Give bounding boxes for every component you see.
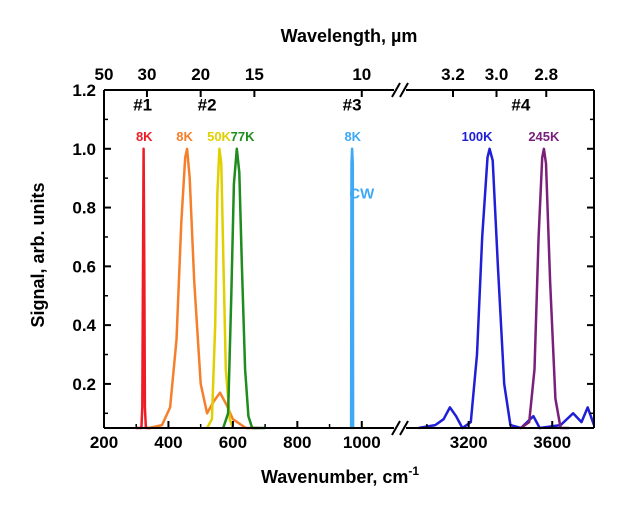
x-tick-label-2: 600 bbox=[219, 433, 247, 452]
series-line-0-0 bbox=[136, 147, 151, 430]
x2-tick-label-1: 30 bbox=[137, 65, 156, 84]
x2-tick-label-5: 3.2 bbox=[441, 65, 465, 84]
y-tick-label-1: 0.4 bbox=[72, 316, 96, 335]
x-tick-label-6: 3600 bbox=[533, 433, 571, 452]
x-axis-title-sup: -1 bbox=[408, 464, 419, 478]
series-label-4: 8K bbox=[344, 129, 361, 144]
x2-tick-label-0: 50 bbox=[95, 65, 114, 84]
y-tick-label-3: 0.8 bbox=[72, 199, 96, 218]
x-tick-label-1: 400 bbox=[154, 433, 182, 452]
y-tick-label-2: 0.6 bbox=[72, 257, 96, 276]
y-tick-label-0: 0.2 bbox=[72, 375, 96, 394]
series-label-6: 245K bbox=[528, 129, 560, 144]
series-label-2: 50K bbox=[207, 129, 231, 144]
x-axis-title: Wavenumber, cm-1 bbox=[261, 464, 419, 487]
axis-break-mark-0-0 bbox=[391, 82, 401, 98]
y-axis-title: Signal, arb. units bbox=[28, 182, 48, 327]
series-label-3: 77K bbox=[231, 129, 255, 144]
x-axis-title-main: Wavenumber, cm bbox=[261, 467, 408, 487]
x-tick-label-5: 3200 bbox=[450, 433, 488, 452]
axis-break-mark-0-1 bbox=[399, 82, 409, 98]
y-tick-label-4: 1.0 bbox=[72, 140, 96, 159]
y-tick-label-5: 1.2 bbox=[72, 81, 96, 100]
x2-tick-label-2: 20 bbox=[191, 65, 210, 84]
x2-tick-label-3: 15 bbox=[245, 65, 264, 84]
x-tick-label-4: 1000 bbox=[343, 433, 381, 452]
series-line-6-1 bbox=[520, 147, 569, 430]
series-line-3-0 bbox=[222, 147, 266, 430]
axis-break-mark-1-0 bbox=[391, 420, 401, 436]
axes-layer bbox=[103, 82, 595, 436]
x-tick-label-3: 800 bbox=[283, 433, 311, 452]
series-label-0: 8K bbox=[136, 129, 153, 144]
text-layer: Wavelength, µm Wavenumber, cm-1 Signal, … bbox=[28, 26, 571, 487]
x2-tick-label-7: 2.8 bbox=[534, 65, 558, 84]
group-annotation-0: #1 bbox=[133, 96, 152, 115]
x2-tick-label-4: 10 bbox=[352, 65, 371, 84]
curve-annotation-0: CW bbox=[349, 186, 375, 203]
top-axis-title: Wavelength, µm bbox=[281, 26, 418, 46]
series-label-1: 8K bbox=[176, 129, 193, 144]
axis-break-mark-1-1 bbox=[399, 420, 409, 436]
group-annotation-2: #3 bbox=[343, 96, 362, 115]
x-tick-label-0: 200 bbox=[90, 433, 118, 452]
group-annotation-1: #2 bbox=[198, 96, 217, 115]
group-annotation-3: #4 bbox=[511, 96, 530, 115]
series-label-5: 100K bbox=[461, 129, 493, 144]
x2-tick-label-6: 3.0 bbox=[485, 65, 509, 84]
series-line-5-1 bbox=[418, 147, 596, 430]
